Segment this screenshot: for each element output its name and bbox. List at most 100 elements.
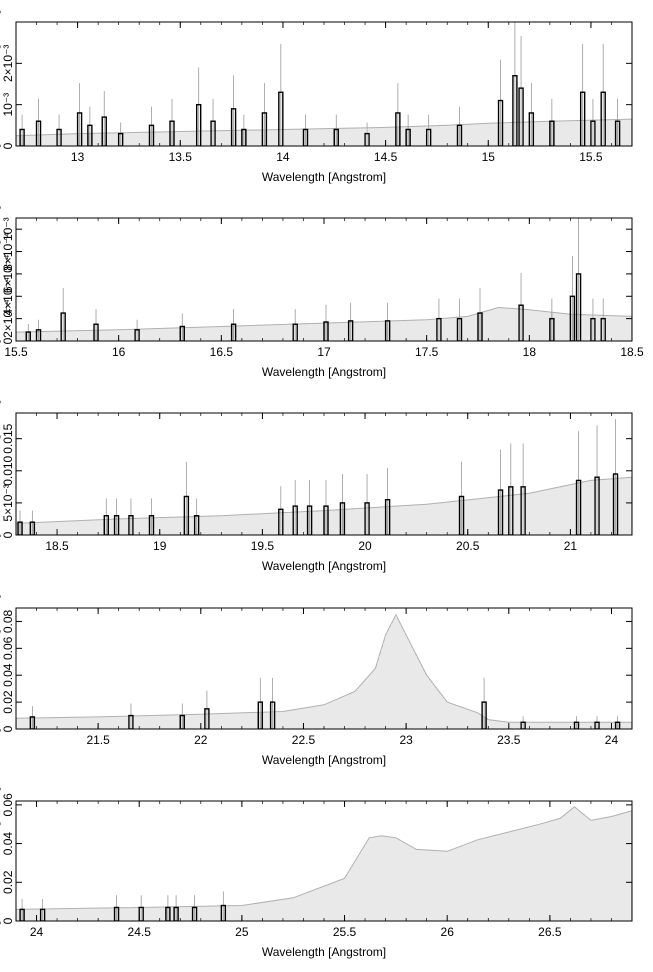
data-bin: [17, 521, 23, 535]
data-bin: [278, 508, 284, 535]
model-series: [16, 806, 632, 921]
y-tick-label: 0.08: [1, 609, 15, 633]
data-bin: [278, 91, 284, 146]
data-bin: [87, 124, 93, 146]
data-bin: [569, 295, 576, 341]
data-bin: [575, 273, 582, 341]
x-tick-label: 23: [399, 733, 413, 747]
y-tick-label: 4×10⁻⁴: [1, 277, 15, 316]
y-tick-label: 0: [1, 142, 15, 149]
data-bin: [347, 320, 354, 341]
data-bin: [575, 479, 582, 535]
x-axis-label: Wavelength [Angstrom]: [262, 365, 386, 379]
data-bin: [29, 521, 36, 535]
x-tick-label: 16.5: [210, 345, 234, 359]
x-tick-label: 17.5: [415, 345, 439, 359]
x-tick-label: 22.5: [292, 733, 316, 747]
x-tick-label: 25.5: [333, 925, 357, 939]
y-axis-label: Flux [Photons/s/cm²/Angstrom]: [0, 205, 1, 369]
panel-4: 21.5 22 22.5 23 23.5 24 0 0.02 0.04 0.06 0.08 Wavel…: [0, 594, 633, 767]
x-tick-label: 17: [317, 345, 331, 359]
x-tick-label: 24.5: [128, 925, 152, 939]
x-tick-label: 24: [30, 925, 44, 939]
x-tick-label: 26: [441, 925, 455, 939]
plot-frame: [15, 607, 633, 730]
x-tick-label: 25: [235, 925, 249, 939]
x-tick-label: 14.5: [374, 150, 398, 164]
y-tick-label: 0.06: [1, 793, 15, 817]
y-tick-label: 10⁻³: [1, 93, 15, 117]
x-tick-label: 14: [276, 150, 290, 164]
y-axis-label: Flux [Photons/s/cm²/Angstrom]: [0, 594, 1, 758]
x-tick-label: 18: [523, 345, 537, 359]
data-bin: [76, 112, 83, 146]
y-tick-label: 0.06: [1, 636, 15, 660]
y-tick-label: 0.02: [1, 870, 15, 894]
plot-area: [16, 419, 632, 535]
data-bin: [456, 124, 463, 146]
panel-5: 24 24.5 25 25.5 26 26.5 0 0.02 0.04 0.06 Wavelengt…: [0, 787, 633, 959]
data-series: [25, 218, 606, 341]
x-tick-label: 19.5: [251, 539, 275, 553]
x-axis-label: Wavelength [Angstrom]: [262, 170, 386, 184]
x-tick-label: 21: [564, 539, 578, 553]
x-tick-label: 15.5: [4, 345, 28, 359]
data-bin: [117, 132, 124, 146]
y-axis-label: Flux [Photons/s/cm²/Angstrom]: [0, 787, 1, 951]
y-tick-label: 0.04: [1, 832, 15, 856]
x-tick-label: 15: [482, 150, 496, 164]
y-tick-label: 10⁻³: [1, 217, 15, 241]
x-axis-label: Wavelength [Angstrom]: [262, 753, 386, 767]
y-tick-label: 0: [1, 917, 15, 924]
model-series: [16, 613, 632, 729]
y-axis-label: Flux [Photons/s/cm²/Angstrom]: [0, 10, 1, 174]
data-bin: [612, 473, 619, 535]
data-bin: [512, 75, 518, 146]
model-series: [16, 306, 632, 341]
data-bin: [183, 495, 190, 535]
data-bin: [148, 124, 155, 146]
x-tick-label: 15.5: [579, 150, 603, 164]
data-bin: [364, 502, 370, 535]
data-bin: [594, 476, 600, 535]
y-axis-label: Flux [Photons/s/cm²/Angstrom]: [0, 400, 1, 564]
model-envelope: [16, 806, 632, 910]
y-tick-label: 2×10⁻⁴: [1, 299, 15, 338]
x-tick-label: 23.5: [497, 733, 521, 747]
y-tick-label: 6×10⁻⁴: [1, 255, 15, 294]
x-tick-label: 18.5: [45, 539, 69, 553]
data-bin: [261, 112, 268, 146]
y-tick-label: 0.04: [1, 663, 15, 687]
y-tick-label: 0.010: [1, 455, 15, 485]
x-tick-label: 13: [71, 150, 85, 164]
x-tick-label: 20.5: [456, 539, 480, 553]
x-tick-label: 24: [605, 733, 619, 747]
y-tick-label: 0.015: [1, 423, 15, 453]
x-tick-label: 18.5: [620, 345, 644, 359]
data-series: [17, 419, 619, 535]
data-bin: [364, 132, 370, 146]
y-tick-label: 0: [1, 531, 15, 538]
x-tick-label: 19: [153, 539, 167, 553]
plot-area: [16, 806, 632, 921]
model-series: [16, 118, 632, 146]
plot-area: [16, 22, 632, 146]
model-envelope: [16, 118, 632, 137]
y-tick-label: 0.02: [1, 690, 15, 714]
plot-area: [16, 613, 632, 729]
data-series: [19, 22, 621, 146]
y-tick-label: 5×10⁻³: [1, 484, 15, 521]
x-tick-label: 21.5: [86, 733, 110, 747]
x-axis-label: Wavelength [Angstrom]: [262, 559, 386, 573]
data-bin: [339, 502, 346, 535]
x-axis-label: Wavelength [Angstrom]: [262, 945, 386, 959]
plot-frame: [15, 800, 633, 922]
y-tick-label: 0: [1, 725, 15, 732]
model-envelope: [16, 613, 632, 723]
panel-3: 18.5 19 19.5 20 20.5 21 0 5×10⁻³0.010 0.015 Wavel…: [0, 400, 633, 573]
y-tick-label: 8×10⁻⁴: [1, 232, 15, 271]
y-tick-label: 2×10⁻³: [1, 45, 15, 82]
panel-2: 15.5 16 16.5 17 17.5 18 18.5 02×10⁻⁴4×10⁻⁴6×10⁻…: [0, 205, 644, 379]
data-bin: [458, 495, 465, 535]
